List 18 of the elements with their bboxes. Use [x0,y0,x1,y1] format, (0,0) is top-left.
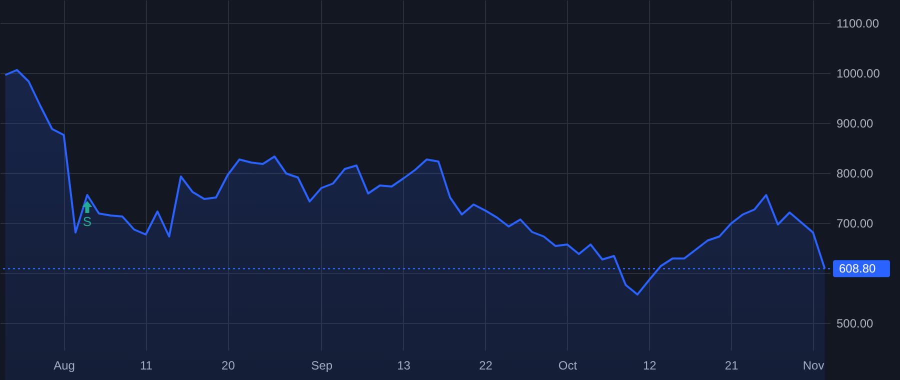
x-tick-label: 20 [222,358,236,372]
x-tick-label: 13 [397,358,411,372]
y-tick-label: 1100.00 [836,16,880,30]
x-tick-label: Sep [311,358,333,372]
y-tick-label: 900.00 [836,116,874,130]
y-tick-label: 700.00 [836,216,874,230]
x-tick-label: 11 [140,358,153,372]
ref-line-label: 608.80 [839,262,876,276]
x-tick-label: Oct [558,358,578,372]
x-tick-label: 12 [642,358,657,372]
x-tick-label: 22 [479,358,493,372]
y-tick-label: 1000.00 [836,66,880,80]
x-tick-label: Aug [54,358,75,372]
y-tick-label: 500.00 [836,316,874,330]
y-tick-label: 800.00 [836,166,874,180]
x-tick-label: 21 [724,358,739,372]
x-tick-label: Nov [802,358,824,372]
annotation: S [82,214,92,229]
